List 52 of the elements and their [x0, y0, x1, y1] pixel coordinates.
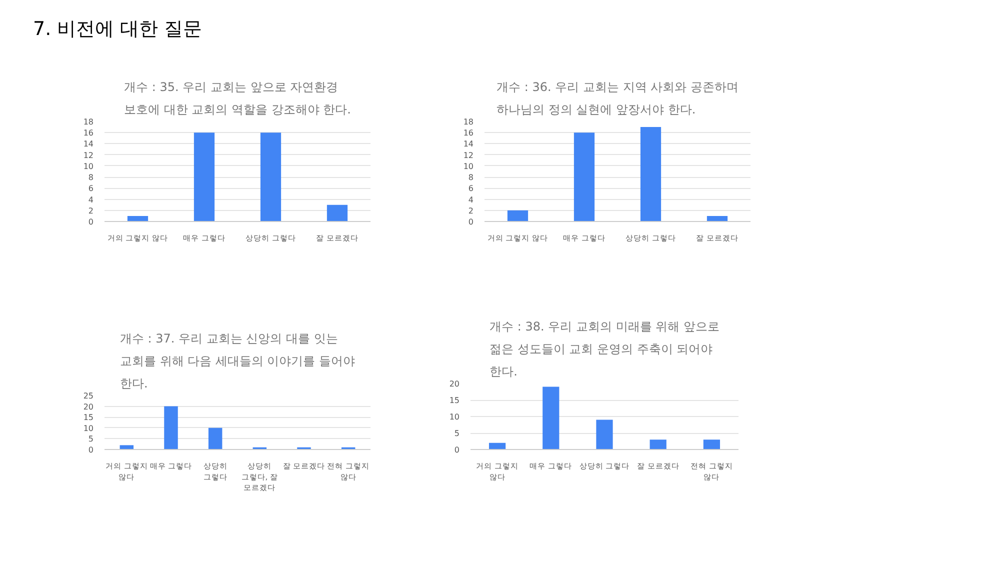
y-tick-label: 20 [449, 380, 460, 388]
y-tick-label: 4 [468, 195, 474, 204]
y-tick-label: 20 [83, 402, 94, 412]
y-tick-label: 10 [449, 412, 460, 422]
bar [260, 132, 282, 222]
bar [703, 440, 720, 450]
bar [194, 132, 215, 222]
bar [127, 216, 148, 222]
bar [542, 386, 560, 450]
y-tick-label: 10 [83, 162, 94, 171]
bar [640, 127, 662, 222]
y-tick-label: 5 [88, 434, 94, 444]
y-tick-label: 18 [463, 118, 474, 126]
bar [596, 420, 613, 450]
bar [208, 428, 222, 450]
y-tick-label: 0 [88, 446, 94, 454]
text: 7. 비전에 대한 질문 [33, 17, 202, 42]
y-tick-label: 25 [83, 392, 94, 400]
y-tick-label: 16 [463, 128, 474, 138]
bar [507, 210, 528, 222]
bar [120, 445, 134, 450]
chart-title: 개수 : 38. 우리 교회의 미래를 위해 앞으로 젊은 성도들이 교회 운영의 주축이 되어야 한다. [490, 320, 720, 378]
y-tick-label: 4 [88, 195, 94, 204]
chart-title: 개수 : 36. 우리 교회는 지역 사회와 공존하며 하나님의 정의 실현에 앞장서야 한다. [496, 80, 738, 116]
y-tick-label: 15 [83, 413, 94, 422]
bar [488, 442, 506, 450]
y-tick-label: 5 [454, 429, 460, 438]
y-tick-label: 0 [454, 446, 460, 454]
y-tick-label: 10 [463, 162, 474, 171]
y-tick-label: 2 [88, 206, 94, 216]
y-tick-label: 15 [449, 396, 460, 405]
y-tick-label: 0 [468, 218, 474, 226]
y-tick-label: 2 [468, 206, 474, 216]
bar [164, 406, 178, 450]
bar [706, 216, 728, 222]
bar [650, 440, 666, 450]
bar [326, 204, 348, 222]
y-tick-label: 8 [88, 173, 94, 182]
y-tick-label: 10 [83, 424, 94, 433]
y-tick-label: 0 [88, 218, 94, 226]
y-tick-label: 6 [88, 184, 94, 194]
y-tick-label: 12 [463, 150, 474, 160]
chart-title: 개수 : 35. 우리 교회는 앞으로 자연환경 보호에 대한 교회의 역할을 강조해야 한다. [124, 80, 351, 116]
y-tick-label: 8 [468, 173, 474, 182]
y-tick-label: 12 [83, 150, 94, 160]
y-tick-label: 16 [83, 128, 94, 138]
y-tick-label: 14 [463, 140, 474, 149]
y-tick-label: 6 [468, 184, 474, 194]
bar [574, 132, 595, 222]
y-tick-label: 14 [83, 140, 94, 149]
y-tick-label: 18 [83, 118, 94, 126]
chart-title: 개수 : 37. 우리 교회는 신앙의 대를 잇는 교회를 위해 다음 세대들의 이야기를 들어야 한다. [120, 332, 356, 390]
